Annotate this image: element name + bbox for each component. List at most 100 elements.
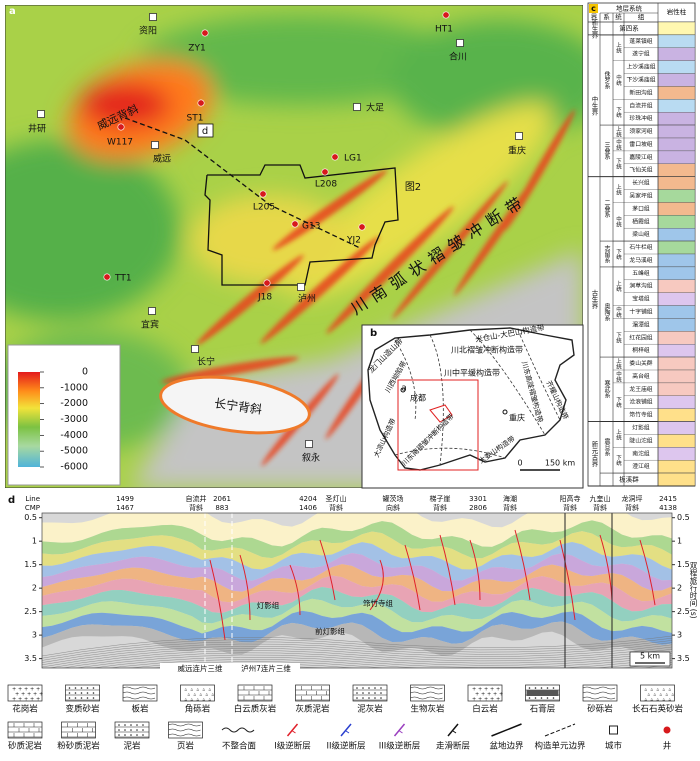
cmp-number: 4138 xyxy=(659,504,677,512)
fault xyxy=(289,564,301,616)
legend-icon xyxy=(61,721,96,739)
place-label: L208 xyxy=(315,180,337,190)
seismic-layer xyxy=(42,553,672,592)
legend-icon: ▵ xyxy=(669,687,672,693)
legend-icon xyxy=(528,697,531,699)
legend-icon: ▵ xyxy=(212,692,215,698)
header: 系 xyxy=(603,12,610,21)
legend-icon xyxy=(362,687,364,689)
structure-name: 梯子崖背斜 xyxy=(430,494,451,512)
legend-label: 不整合面 xyxy=(222,741,257,752)
formation-name: 娄山关群 xyxy=(629,359,652,367)
lithology-column xyxy=(657,189,696,203)
structure-name-part: 背斜 xyxy=(563,503,577,512)
well-marker xyxy=(442,11,450,19)
y-tick-label: 0.5 xyxy=(677,513,690,522)
well-marker xyxy=(197,99,205,107)
colorbar-tick-label: -3000 xyxy=(60,414,88,425)
legend-icon: + xyxy=(30,697,34,703)
y-tick-label: 1 xyxy=(32,537,37,546)
formation-name: 栖霞组 xyxy=(632,217,650,225)
lithology-column xyxy=(657,21,696,36)
lithology-column xyxy=(657,137,696,152)
series-name: 上统 xyxy=(615,428,622,442)
series-name: 中统 xyxy=(615,73,622,87)
legend-icon: ▵ xyxy=(200,692,203,698)
legend-icon xyxy=(118,724,120,726)
legend-icon xyxy=(374,692,376,694)
lithology-column xyxy=(657,112,696,126)
place-label: 资阳 xyxy=(139,26,157,37)
system-name: 第四系 xyxy=(619,23,639,32)
formation-name: 石牛栏组 xyxy=(629,243,652,251)
structure-name-part: 背斜 xyxy=(503,503,517,512)
cmp-number: 2806 xyxy=(469,504,487,512)
legend-icon xyxy=(380,687,382,689)
fault xyxy=(369,559,384,611)
well-marker xyxy=(331,153,339,161)
formation-name: 南沱组 xyxy=(632,449,650,457)
system-name: 二叠系 xyxy=(603,200,610,218)
legend-label: 白云质灰岩 xyxy=(234,704,277,715)
structure-name: 自流井背斜 xyxy=(186,494,207,512)
y-tick-label: 3.5 xyxy=(24,654,37,663)
colorbar-tick-label: -2000 xyxy=(60,398,88,409)
legend-icon: + xyxy=(12,697,16,703)
legend-label: 生物灰岩 xyxy=(410,704,445,715)
legend-icon: ▵ xyxy=(191,697,194,703)
legend-icon xyxy=(74,692,77,694)
city-marker xyxy=(151,141,159,149)
formation-name: 新田沟组 xyxy=(629,88,652,96)
structure-name: 圣灯山背斜 xyxy=(326,494,347,512)
legend-icon xyxy=(86,697,89,699)
line-number: 2415 xyxy=(659,495,677,503)
legend-icon xyxy=(491,723,522,737)
legend-icon: ▵ xyxy=(206,692,209,698)
legend-icon: ▵ xyxy=(203,687,206,693)
legend-icon: + xyxy=(33,692,37,698)
legend-icon xyxy=(345,730,350,734)
formation-name: 遂宁组 xyxy=(632,50,650,58)
seismic-layer xyxy=(42,531,672,570)
colorbar-tick-label: -4000 xyxy=(60,430,88,441)
lithology-column xyxy=(657,215,696,229)
lithology-column xyxy=(657,318,696,332)
legend-label: 白云岩 xyxy=(472,704,498,715)
legend-icon xyxy=(124,734,126,736)
seismic-section xyxy=(42,513,672,668)
seismic-layer xyxy=(42,542,672,581)
place-label: 重庆 xyxy=(508,145,526,157)
city-marker xyxy=(515,132,523,140)
formation-name: 灯影组 xyxy=(632,424,650,432)
legend-icon xyxy=(80,697,83,699)
system-name: 震旦系 xyxy=(603,438,610,456)
lithology-column xyxy=(657,253,696,268)
city-marker xyxy=(305,440,313,448)
legend-label: 砂砾岩 xyxy=(587,704,613,715)
legend-icon xyxy=(124,724,126,726)
legend-icon: + xyxy=(475,692,479,698)
legend-icon: + xyxy=(12,687,16,693)
legend-icon xyxy=(356,697,358,699)
legend-icon: + xyxy=(30,687,34,693)
legend-icon xyxy=(526,690,559,696)
series-name: 上统 xyxy=(615,125,622,139)
legend-icon xyxy=(118,734,120,736)
section-frame xyxy=(41,512,673,669)
lithology-column xyxy=(657,47,696,61)
lithology-column xyxy=(657,163,696,177)
formation-name: 飞仙关组 xyxy=(629,166,652,174)
lithology-column xyxy=(657,266,696,280)
legend-icon xyxy=(68,692,71,694)
legend-icon xyxy=(410,696,443,700)
seismic-layer xyxy=(42,575,672,614)
lithology-column xyxy=(657,382,696,396)
series-name: 上统 xyxy=(615,41,622,55)
series-name: 下统 xyxy=(615,107,622,120)
legend-icon: ▵ xyxy=(191,687,194,693)
tectonic-unit: 川北褶皱冲断构造带 xyxy=(451,345,523,355)
structure-name: 龙洞坪背斜 xyxy=(622,494,643,512)
legend-icon xyxy=(122,696,156,700)
system-name: 志留系 xyxy=(603,244,610,263)
legend-icon xyxy=(80,687,83,689)
